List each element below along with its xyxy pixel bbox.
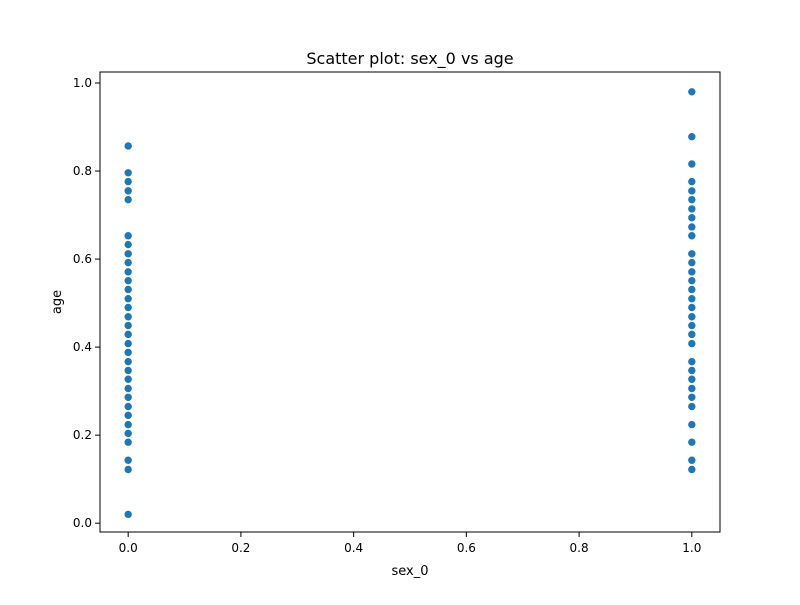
plot-frame	[99, 71, 721, 533]
chart-title: Scatter plot: sex_0 vs age	[306, 49, 513, 69]
data-point	[687, 303, 697, 312]
y-tick-label: 0.6	[73, 252, 92, 266]
data-point	[687, 285, 697, 294]
data-points	[123, 87, 697, 519]
data-point	[123, 249, 133, 259]
data-point	[687, 231, 697, 241]
data-point	[123, 411, 133, 420]
data-point	[687, 374, 697, 384]
y-tick-label: 0.0	[73, 516, 92, 530]
data-point	[687, 321, 697, 330]
data-point	[123, 285, 133, 294]
data-point	[123, 303, 133, 312]
data-point	[687, 258, 697, 267]
data-point	[687, 276, 697, 285]
data-point	[123, 186, 133, 196]
data-point	[687, 420, 697, 429]
data-point	[123, 141, 133, 151]
data-point	[123, 357, 133, 366]
data-point	[123, 402, 133, 411]
data-point	[123, 465, 133, 474]
data-point	[687, 392, 697, 402]
x-tick-label: 0.0	[119, 541, 138, 555]
data-point	[123, 429, 133, 438]
data-point	[123, 384, 133, 393]
data-point	[123, 374, 133, 384]
data-point	[687, 330, 697, 339]
data-point	[687, 195, 697, 204]
x-axis-ticks: 0.0 0.2 0.4 0.6 0.8 1.0	[119, 532, 701, 555]
data-point	[687, 267, 697, 277]
data-point	[123, 510, 133, 519]
data-point	[123, 321, 133, 330]
x-tick-label: 0.4	[344, 541, 363, 555]
data-point	[123, 231, 133, 241]
data-point	[687, 384, 697, 393]
data-point	[687, 177, 697, 186]
data-point	[123, 168, 133, 178]
data-point	[123, 276, 133, 285]
data-point	[687, 87, 697, 97]
y-tick-label: 0.2	[73, 428, 92, 442]
data-point	[123, 348, 133, 357]
data-point	[687, 222, 697, 232]
data-point	[123, 437, 133, 447]
data-point	[687, 204, 697, 214]
data-point	[123, 366, 133, 375]
data-point	[123, 330, 133, 339]
data-point	[687, 249, 697, 259]
y-axis-label: age	[50, 290, 65, 314]
data-point	[123, 339, 133, 348]
data-point	[123, 392, 133, 402]
data-point	[687, 357, 697, 366]
data-point	[687, 294, 697, 304]
data-point	[123, 455, 133, 465]
data-point	[687, 402, 697, 411]
data-point	[687, 339, 697, 348]
data-point	[123, 294, 133, 304]
data-point	[123, 267, 133, 277]
data-point	[687, 455, 697, 465]
x-tick-label: 1.0	[682, 541, 701, 555]
x-axis-label: sex_0	[391, 564, 428, 579]
data-point	[123, 258, 133, 267]
y-tick-label: 0.4	[73, 340, 92, 354]
y-tick-label: 0.8	[73, 164, 92, 178]
data-point	[687, 366, 697, 375]
data-point	[687, 213, 697, 222]
data-point	[687, 465, 697, 474]
data-point	[687, 132, 697, 142]
x-tick-label: 0.6	[457, 541, 476, 555]
data-point	[123, 240, 133, 249]
data-point	[687, 159, 697, 169]
data-point	[687, 437, 697, 447]
data-point	[687, 186, 697, 196]
y-tick-label: 1.0	[73, 76, 92, 90]
x-tick-label: 0.2	[231, 541, 250, 555]
data-point	[123, 312, 133, 322]
data-point	[687, 312, 697, 322]
x-tick-label: 0.8	[570, 541, 589, 555]
data-point	[123, 420, 133, 429]
y-axis-ticks: 0.0 0.2 0.4 0.6 0.8 1.0	[73, 76, 100, 530]
data-point	[123, 195, 133, 204]
data-point	[123, 177, 133, 186]
